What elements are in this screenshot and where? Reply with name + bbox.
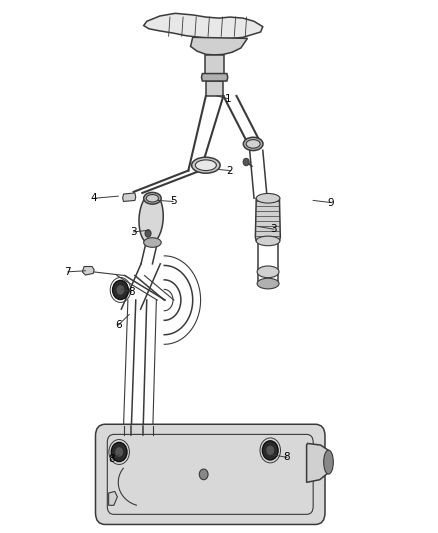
Polygon shape [201, 74, 228, 81]
Polygon shape [82, 266, 94, 275]
Ellipse shape [256, 193, 280, 203]
Circle shape [117, 285, 124, 295]
Ellipse shape [257, 278, 279, 289]
Polygon shape [123, 193, 136, 201]
Ellipse shape [244, 137, 263, 151]
Text: 2: 2 [226, 166, 233, 175]
Ellipse shape [144, 192, 161, 204]
Text: 9: 9 [327, 198, 334, 207]
Text: 8: 8 [283, 453, 290, 462]
Ellipse shape [146, 195, 159, 202]
Text: 3: 3 [130, 227, 137, 237]
Ellipse shape [191, 157, 220, 173]
Text: 8: 8 [108, 455, 115, 464]
Text: 4: 4 [91, 193, 98, 203]
Polygon shape [205, 55, 224, 75]
Text: 1: 1 [224, 94, 231, 103]
Ellipse shape [195, 160, 216, 171]
Polygon shape [144, 13, 263, 39]
Text: 7: 7 [64, 267, 71, 277]
Text: 5: 5 [170, 197, 177, 206]
Polygon shape [109, 491, 117, 505]
Circle shape [113, 280, 128, 300]
Ellipse shape [144, 238, 161, 247]
Text: 6: 6 [115, 320, 122, 330]
Circle shape [115, 447, 123, 457]
Circle shape [145, 230, 151, 237]
Circle shape [199, 469, 208, 480]
Polygon shape [307, 443, 328, 482]
Text: 8: 8 [128, 287, 135, 297]
Ellipse shape [324, 450, 333, 474]
Polygon shape [191, 37, 247, 55]
Circle shape [243, 158, 249, 166]
Ellipse shape [246, 140, 260, 148]
FancyBboxPatch shape [95, 424, 325, 524]
Ellipse shape [139, 193, 163, 244]
Circle shape [266, 446, 274, 455]
Polygon shape [255, 198, 280, 241]
Circle shape [111, 442, 127, 462]
Text: 3: 3 [270, 224, 277, 234]
Polygon shape [206, 81, 223, 96]
Ellipse shape [257, 266, 279, 278]
Ellipse shape [256, 236, 280, 246]
Circle shape [262, 441, 278, 460]
